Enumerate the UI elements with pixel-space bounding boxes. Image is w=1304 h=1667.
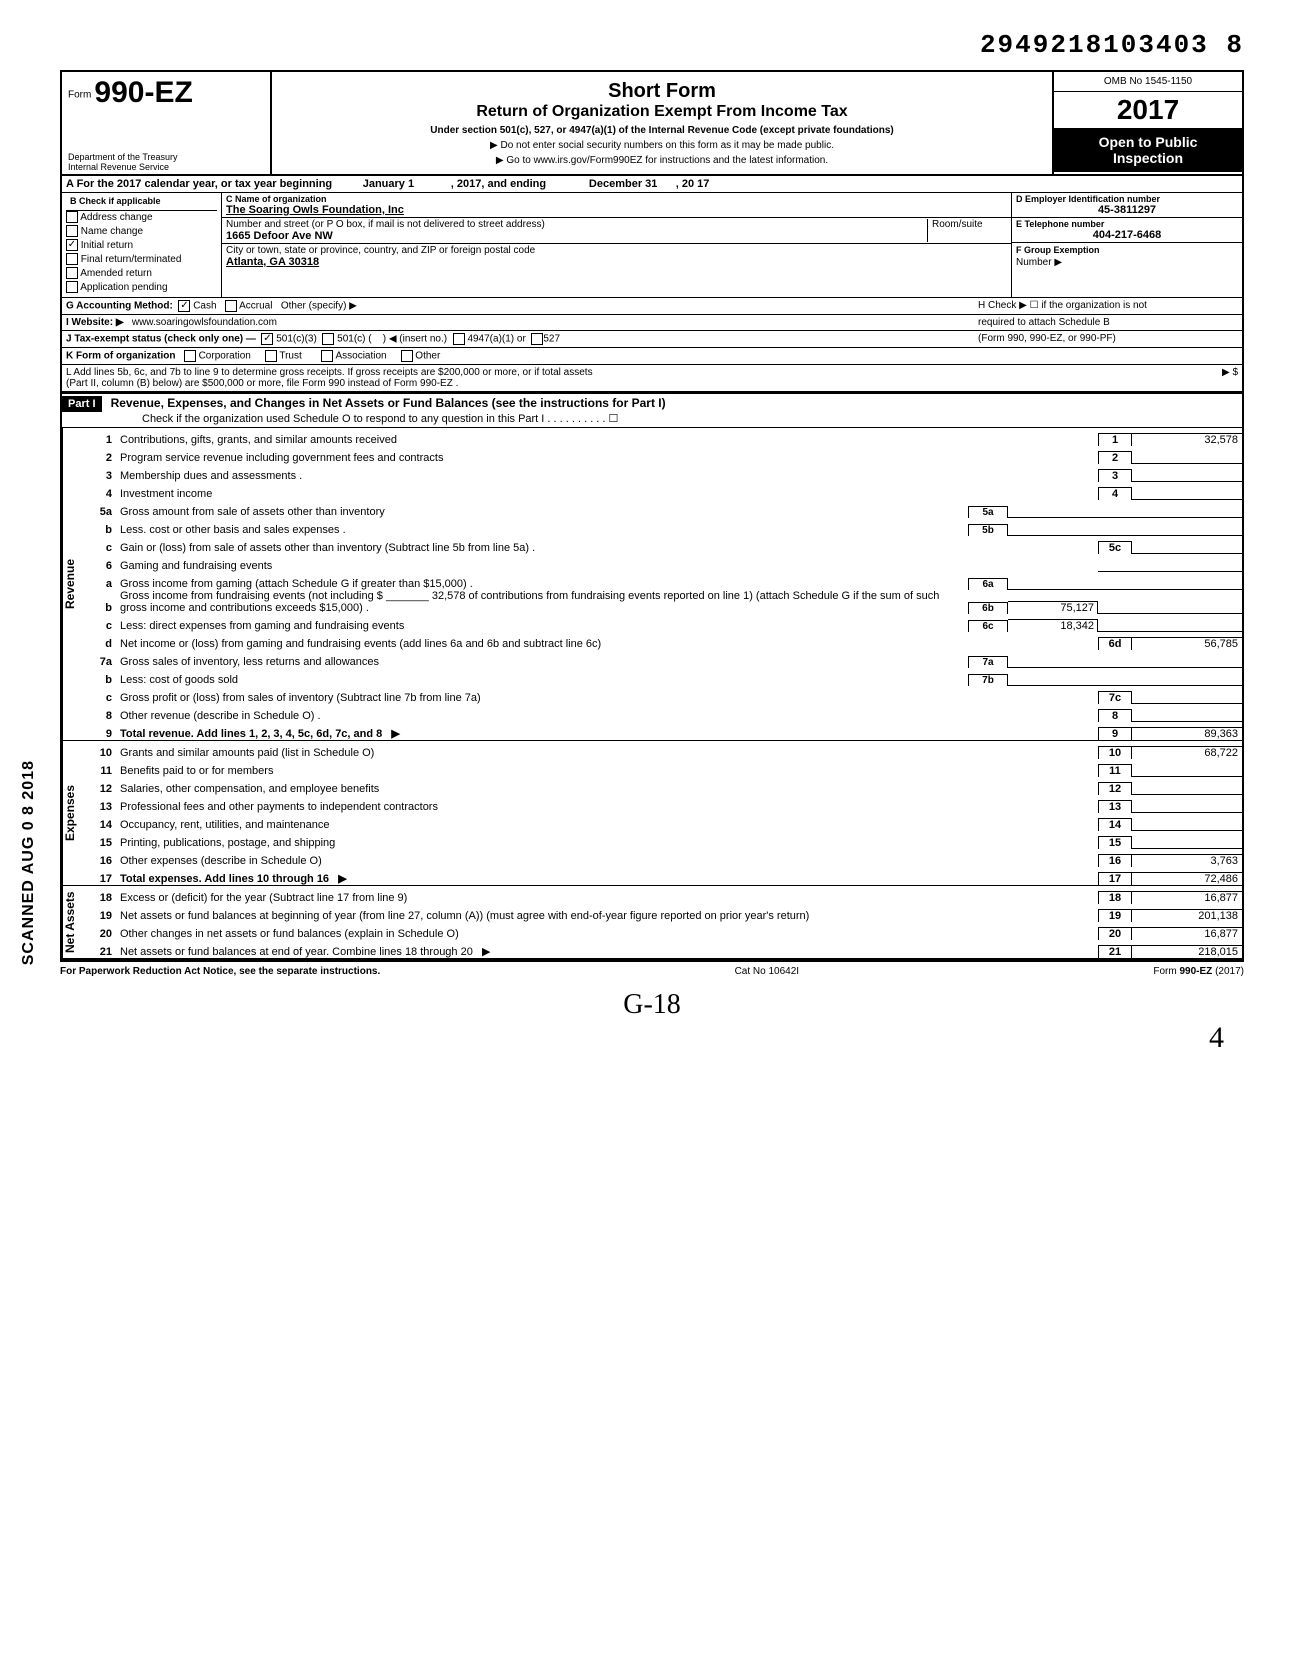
form-container: Form 990-EZ Department of the Treasury I… <box>60 70 1244 962</box>
row-a: A For the 2017 calendar year, or tax yea… <box>62 176 1242 193</box>
line-c: cLess: direct expenses from gaming and f… <box>86 614 1242 632</box>
chk-amended[interactable]: Amended return <box>66 267 217 281</box>
tax-year: 20201717 <box>1054 92 1242 128</box>
chk-assoc[interactable] <box>321 350 333 362</box>
chk-4947[interactable] <box>453 333 465 345</box>
section-d: D Employer Identification number 45-3811… <box>1012 193 1242 218</box>
chk-address-change[interactable]: Address change <box>66 211 217 225</box>
line-b: bGross income from fundraising events (n… <box>86 590 1242 614</box>
section-j: J Tax-exempt status (check only one) — ✓… <box>66 333 978 345</box>
line-16: 16Other expenses (describe in Schedule O… <box>86 849 1242 867</box>
line-17: 17Total expenses. Add lines 10 through 1… <box>86 867 1242 885</box>
handwritten-g18: G-18 <box>60 989 1244 1021</box>
form-under: Under section 501(c), 527, or 4947(a)(1)… <box>282 125 1042 136</box>
section-c-name: C Name of organization The Soaring Owls … <box>222 193 1011 218</box>
line-5a: 5aGross amount from sale of assets other… <box>86 500 1242 518</box>
line-20: 20Other changes in net assets or fund ba… <box>86 922 1242 940</box>
line-c: cGross profit or (loss) from sales of in… <box>86 686 1242 704</box>
form-word: Form <box>68 89 91 100</box>
section-i: I Website: ▶ www.soaringowlsfoundation.c… <box>66 317 978 328</box>
side-revenue: Revenue <box>62 428 86 740</box>
line-13: 13Professional fees and other payments t… <box>86 795 1242 813</box>
chk-name-change[interactable]: Name change <box>66 225 217 239</box>
form-title: Short Form <box>282 80 1042 103</box>
line-d: dNet income or (loss) from gaming and fu… <box>86 632 1242 650</box>
form-footer: For Paperwork Reduction Act Notice, see … <box>60 962 1244 981</box>
section-h: H Check ▶ ☐ if the organization is not <box>978 300 1238 312</box>
line-10: 10Grants and similar amounts paid (list … <box>86 741 1242 759</box>
line-8: 8Other revenue (describe in Schedule O) … <box>86 704 1242 722</box>
form-goto: ▶ Go to www.irs.gov/Form990EZ for instru… <box>282 155 1042 166</box>
section-e: E Telephone number 404-217-6468 <box>1012 218 1242 243</box>
line-a: aGross income from gaming (attach Schedu… <box>86 572 1242 590</box>
section-f: F Group Exemption Number ▶ <box>1012 243 1242 269</box>
chk-527[interactable] <box>531 333 543 345</box>
line-1: 1Contributions, gifts, grants, and simil… <box>86 428 1242 446</box>
line-12: 12Salaries, other compensation, and empl… <box>86 777 1242 795</box>
section-c-city: City or town, state or province, country… <box>222 244 1011 269</box>
chk-other[interactable] <box>401 350 413 362</box>
line-b: bLess. cost or other basis and sales exp… <box>86 518 1242 536</box>
section-l: L Add lines 5b, 6c, and 7b to line 9 to … <box>62 365 1242 392</box>
line-2: 2Program service revenue including gover… <box>86 446 1242 464</box>
side-expenses: Expenses <box>62 741 86 885</box>
chk-initial-return[interactable]: ✓ Initial return <box>66 239 217 253</box>
side-netassets: Net Assets <box>62 886 86 958</box>
line-7a: 7aGross sales of inventory, less returns… <box>86 650 1242 668</box>
open-public: Open to Public Inspection <box>1054 128 1242 172</box>
line-15: 15Printing, publications, postage, and s… <box>86 831 1242 849</box>
dept-treasury: Department of the Treasury Internal Reve… <box>68 152 178 172</box>
form-warn: ▶ Do not enter social security numbers o… <box>282 140 1042 151</box>
chk-final-return[interactable]: Final return/terminated <box>66 253 217 267</box>
line-4: 4Investment income4 <box>86 482 1242 500</box>
line-19: 19Net assets or fund balances at beginni… <box>86 904 1242 922</box>
document-stamp: 2949218103403 8 <box>60 30 1244 60</box>
line-11: 11Benefits paid to or for members11 <box>86 759 1242 777</box>
line-c: cGain or (loss) from sale of assets othe… <box>86 536 1242 554</box>
section-g: G Accounting Method: ✓ Cash Accrual Othe… <box>66 300 978 312</box>
chk-cash[interactable]: ✓ <box>178 300 190 312</box>
omb-number: OMB No 1545-1150 <box>1054 72 1242 92</box>
chk-501c[interactable] <box>322 333 334 345</box>
section-b: B Check if applicable Address change Nam… <box>62 193 222 297</box>
section-c-addr: Number and street (or P O box, if mail i… <box>222 218 1011 244</box>
handwritten-4: 4 <box>60 1021 1244 1055</box>
section-k: K Form of organization Corporation Trust… <box>62 348 1242 365</box>
form-subtitle: Return of Organization Exempt From Incom… <box>282 103 1042 121</box>
section-h3: (Form 990, 990-EZ, or 990-PF) <box>978 333 1238 345</box>
line-18: 18Excess or (deficit) for the year (Subt… <box>86 886 1242 904</box>
part1-header: Part I Revenue, Expenses, and Changes in… <box>62 392 1242 428</box>
chk-pending[interactable]: Application pending <box>66 281 217 295</box>
chk-accrual[interactable] <box>225 300 237 312</box>
chk-corp[interactable] <box>184 350 196 362</box>
section-h2: required to attach Schedule B <box>978 317 1238 328</box>
scanned-stamp: SCANNED AUG 0 8 2018 <box>20 760 38 965</box>
chk-501c3[interactable]: ✓ <box>261 333 273 345</box>
line-3: 3Membership dues and assessments .3 <box>86 464 1242 482</box>
line-14: 14Occupancy, rent, utilities, and mainte… <box>86 813 1242 831</box>
line-21: 21Net assets or fund balances at end of … <box>86 940 1242 958</box>
form-number: 990-EZ <box>94 76 192 109</box>
form-header: Form 990-EZ Department of the Treasury I… <box>62 72 1242 176</box>
line-6: 6Gaming and fundraising events <box>86 554 1242 572</box>
line-b: bLess: cost of goods sold7b <box>86 668 1242 686</box>
line-9: 9Total revenue. Add lines 1, 2, 3, 4, 5c… <box>86 722 1242 740</box>
chk-trust[interactable] <box>265 350 277 362</box>
